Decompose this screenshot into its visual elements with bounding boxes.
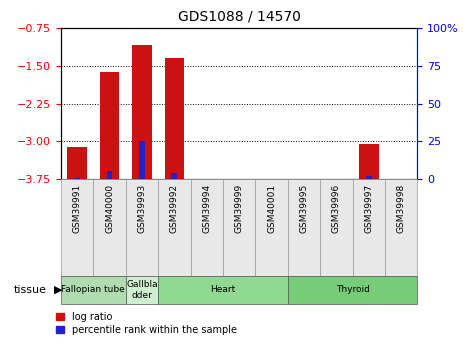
FancyBboxPatch shape	[256, 179, 288, 276]
Bar	[100, 72, 119, 179]
Text: Thyroid: Thyroid	[336, 285, 370, 294]
Bar	[74, 178, 80, 179]
Text: Gallbla
dder: Gallbla dder	[126, 280, 158, 299]
FancyBboxPatch shape	[158, 276, 288, 304]
Text: GSM40001: GSM40001	[267, 184, 276, 233]
Text: GSM39995: GSM39995	[300, 184, 309, 234]
FancyBboxPatch shape	[93, 179, 126, 276]
Bar	[165, 58, 184, 179]
Text: GSM39999: GSM39999	[234, 184, 244, 234]
FancyBboxPatch shape	[126, 276, 158, 304]
Text: GSM39998: GSM39998	[397, 184, 406, 234]
Text: GSM39993: GSM39993	[137, 184, 146, 234]
Legend: log ratio, percentile rank within the sample: log ratio, percentile rank within the sa…	[56, 312, 237, 335]
FancyBboxPatch shape	[223, 179, 256, 276]
FancyBboxPatch shape	[158, 179, 190, 276]
Bar	[132, 45, 151, 179]
FancyBboxPatch shape	[385, 179, 417, 276]
FancyBboxPatch shape	[61, 179, 93, 276]
FancyBboxPatch shape	[126, 179, 158, 276]
Bar	[106, 171, 113, 179]
Text: GSM39996: GSM39996	[332, 184, 341, 234]
Text: GSM39997: GSM39997	[364, 184, 373, 234]
Text: Fallopian tube: Fallopian tube	[61, 285, 125, 294]
Bar	[359, 144, 378, 179]
FancyBboxPatch shape	[288, 276, 417, 304]
Bar	[68, 147, 87, 179]
Text: ▶: ▶	[54, 285, 62, 295]
Bar	[172, 173, 177, 179]
Title: GDS1088 / 14570: GDS1088 / 14570	[178, 10, 301, 24]
FancyBboxPatch shape	[61, 276, 126, 304]
FancyBboxPatch shape	[288, 179, 320, 276]
Text: GSM39994: GSM39994	[202, 184, 212, 233]
Text: GSM39992: GSM39992	[170, 184, 179, 233]
FancyBboxPatch shape	[190, 179, 223, 276]
Text: GSM39991: GSM39991	[73, 184, 82, 234]
Bar	[139, 141, 145, 179]
Text: GSM40000: GSM40000	[105, 184, 114, 233]
FancyBboxPatch shape	[353, 179, 385, 276]
Text: tissue: tissue	[14, 285, 47, 295]
FancyBboxPatch shape	[320, 179, 353, 276]
Bar	[366, 176, 372, 179]
Text: Heart: Heart	[211, 285, 235, 294]
